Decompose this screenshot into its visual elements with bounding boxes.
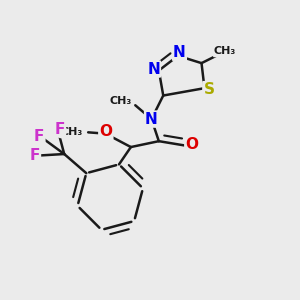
Text: F: F bbox=[34, 129, 44, 144]
Text: CH₃: CH₃ bbox=[109, 95, 131, 106]
Text: O: O bbox=[185, 137, 198, 152]
Text: N: N bbox=[173, 45, 186, 60]
Text: CH₃: CH₃ bbox=[60, 127, 82, 137]
Text: N: N bbox=[147, 61, 160, 76]
Text: F: F bbox=[30, 148, 40, 163]
Text: O: O bbox=[99, 124, 112, 139]
Text: F: F bbox=[55, 122, 65, 136]
Text: N: N bbox=[145, 112, 158, 127]
Text: S: S bbox=[203, 82, 214, 97]
Text: CH₃: CH₃ bbox=[214, 46, 236, 56]
